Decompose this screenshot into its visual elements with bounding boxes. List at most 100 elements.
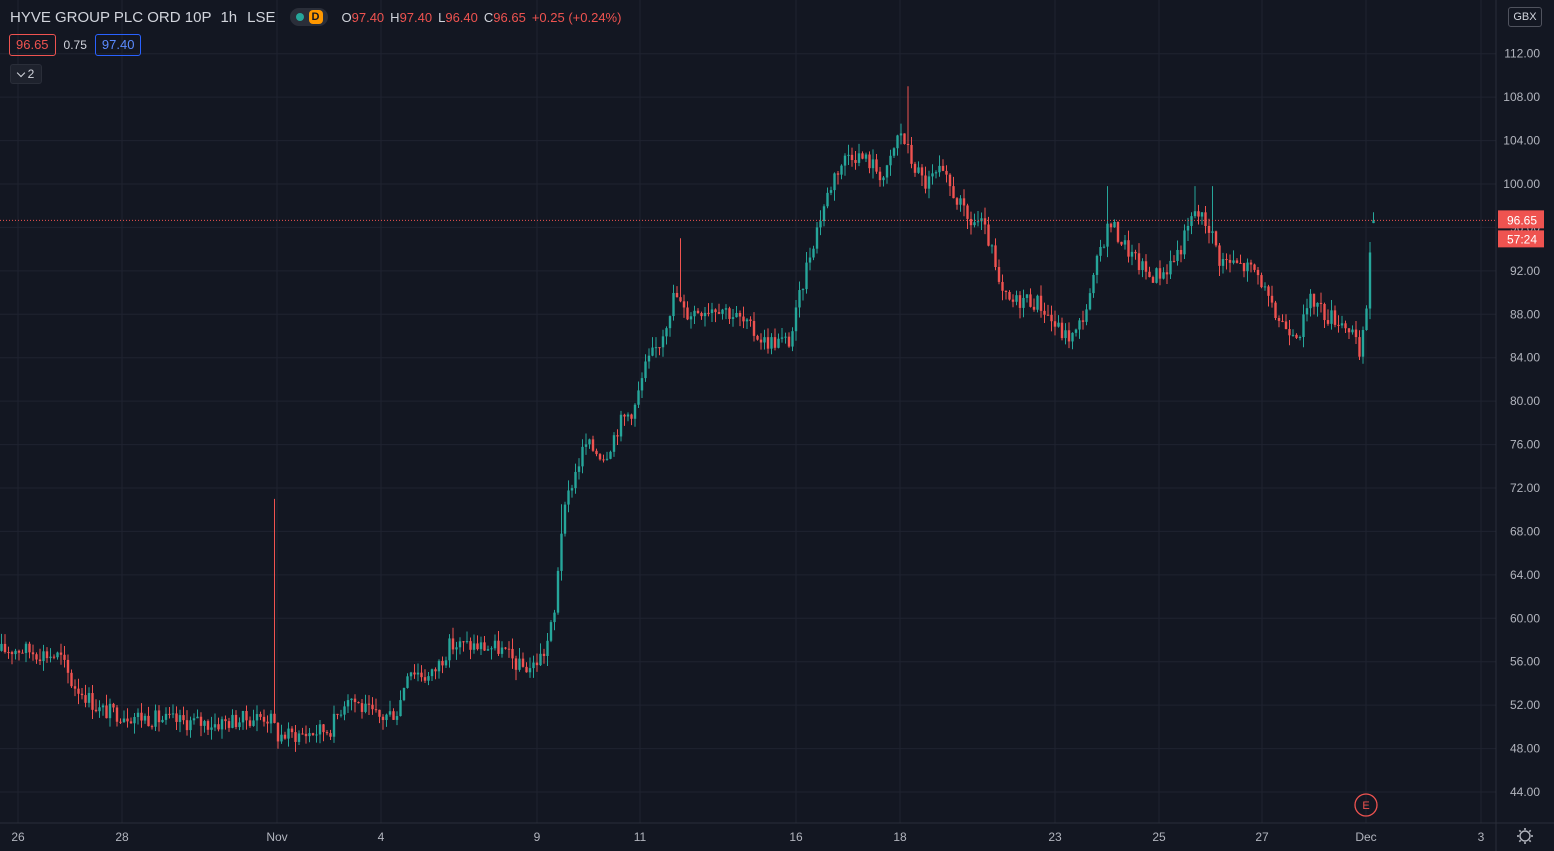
candle-body [728,308,731,319]
candle-body [542,653,546,657]
candle-body [969,218,973,226]
candle-body [84,695,87,703]
candle-body [836,173,840,175]
delayed-data-badge: D [308,10,323,24]
candle-body [287,728,290,739]
indicators-toggle-button[interactable]: 2 [10,64,42,84]
candle-body [952,186,955,199]
candle-body [1109,223,1113,228]
candle-body [262,716,266,722]
open-value: 97.40 [351,9,385,25]
time-tick-label: 27 [1255,830,1269,844]
candle-body [3,643,7,653]
candle-body [434,669,437,672]
candle-body [1120,241,1123,245]
time-tick-label: Dec [1355,830,1376,844]
candle-body [948,174,952,187]
currency-button[interactable]: GBX [1508,7,1542,27]
candle-body [1029,294,1032,307]
candle-body [805,262,808,290]
candle-body [640,378,644,391]
candle-body [724,308,728,310]
ohlc-values: O97.40 H97.40 L96.40 C96.65 +0.25 (+0.24… [342,10,622,25]
candle-body [1092,274,1095,294]
candle-body [122,718,126,723]
candle-body [626,414,630,417]
candle-body [451,638,455,650]
candle-body [868,154,871,169]
candle-body [35,654,38,660]
candle-body [549,622,553,641]
current-price-tag: 96.65 57:24 [1498,210,1544,248]
candle-body [1340,323,1344,326]
candle-body [591,439,595,451]
candle-body [469,641,472,650]
candle-body [588,439,591,445]
settings-gear-icon[interactable] [1517,828,1533,844]
candle-body [812,248,815,258]
candle-body [297,733,301,742]
candle-body [308,733,311,737]
candle-body [140,712,143,721]
candle-body [1085,309,1088,322]
candle-body [959,198,962,205]
candle-body [1032,306,1036,310]
candle-body [252,720,255,726]
price-tick-label: 72.00 [1510,481,1540,495]
candle-body [927,176,931,189]
earnings-marker[interactable]: E [1354,793,1378,817]
time-tick-label: 25 [1152,830,1166,844]
chart-grid [0,0,1496,823]
candle-body [1165,272,1169,275]
candle-body [906,144,910,146]
candle-body [1074,329,1078,333]
candle-body [420,672,423,678]
ask-button[interactable]: 97.40 [94,34,142,56]
time-axis[interactable]: 26 28 Nov 4 9 11 16 18 23 25 27 Dec 3 [11,830,1484,844]
candle-body [1186,225,1190,231]
candle-body [1050,314,1053,322]
candle-body [59,652,63,655]
candle-body [686,307,689,320]
candle-body [395,716,399,720]
candle-body [332,713,336,737]
candle-body [1001,281,1004,291]
candle-body [651,347,654,356]
symbol-name[interactable]: HYVE GROUP PLC ORD 10P [10,8,212,26]
candle-body [595,450,598,455]
candle-body [1116,221,1120,242]
candle-body [14,650,17,655]
candle-body [864,154,868,159]
timeframe-label[interactable]: 1h [220,8,238,26]
candle-body [665,328,668,337]
candle-body [1211,231,1214,233]
bid-button[interactable]: 96.65 [9,34,56,56]
candle-body [857,153,861,163]
candle-body [675,292,679,298]
candle-body [1319,302,1323,304]
candle-body [945,170,948,175]
candle-body [1088,293,1092,310]
time-tick-label: 9 [534,830,541,844]
candle-body [980,218,983,222]
close-value: 96.65 [493,9,526,25]
market-status-badge[interactable]: D [289,8,328,26]
candle-body [647,355,651,362]
candle-body [301,733,304,735]
candle-body [1235,260,1239,263]
price-axis[interactable]: 112.00108.00104.00100.0096.0092.0088.008… [1503,47,1540,799]
candle-body [693,310,696,317]
candle-body [1333,310,1337,325]
candle-body [192,718,196,721]
candle-body [1011,299,1015,302]
candle-body [357,702,360,704]
candle-body [1249,262,1253,265]
candle-body [500,647,504,654]
candle-body [119,721,122,723]
candle-body [52,656,56,658]
candle-body [213,724,217,728]
candle-body [458,641,462,648]
candle-body [168,713,171,715]
candle-body [1347,328,1351,333]
